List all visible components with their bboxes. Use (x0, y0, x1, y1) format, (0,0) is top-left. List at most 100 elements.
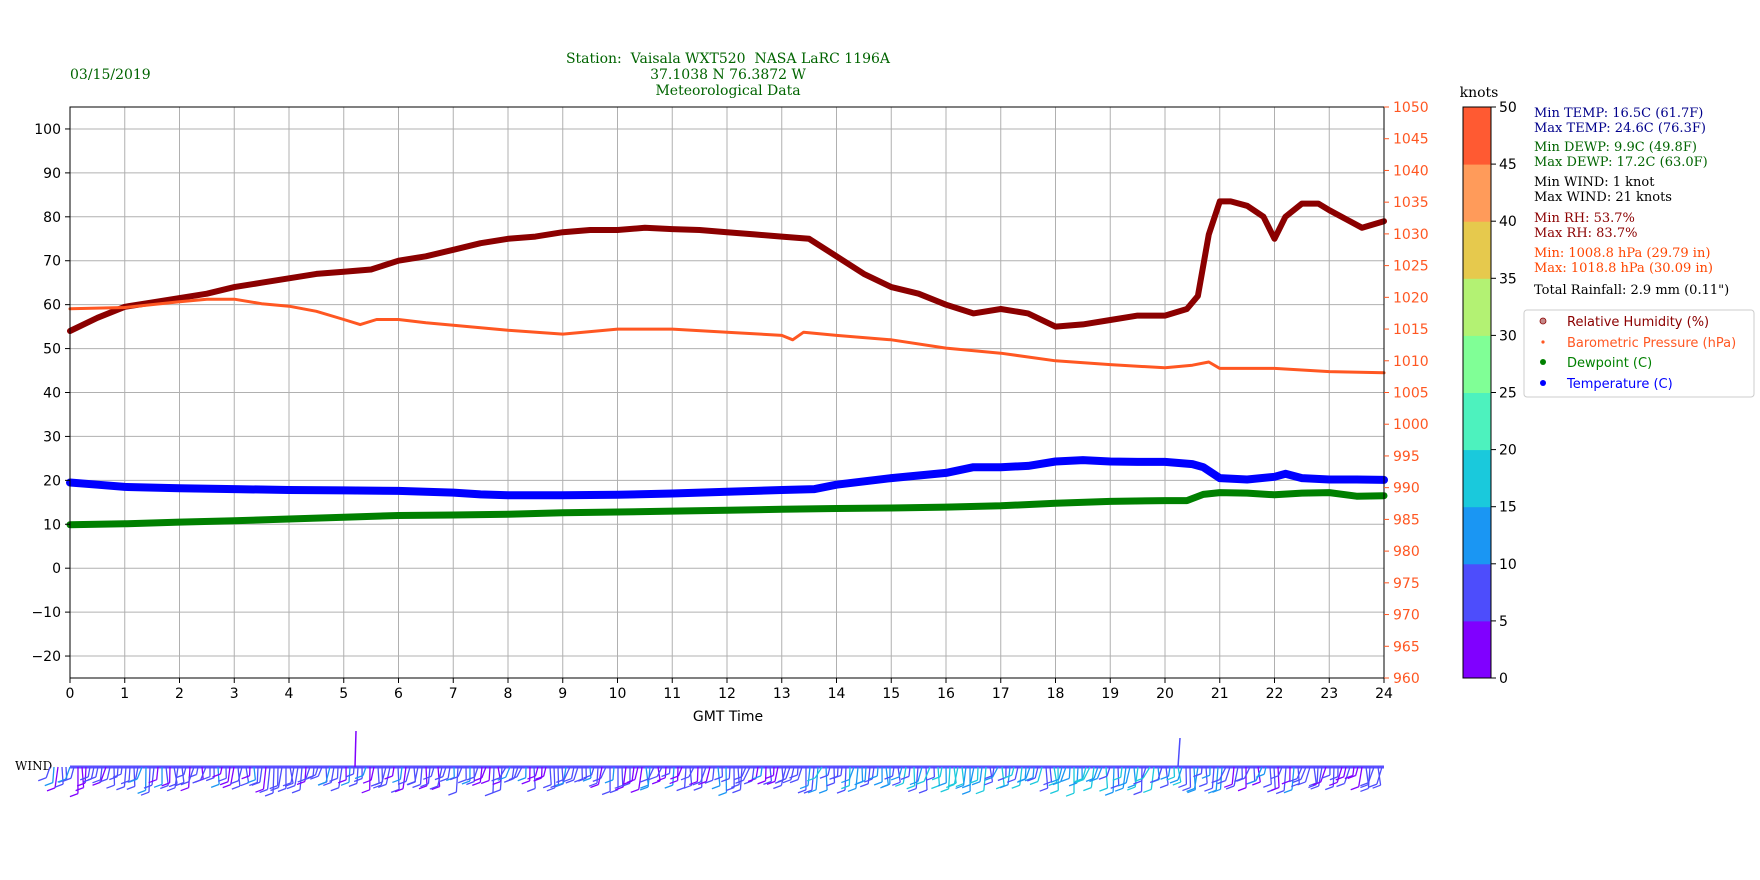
x-tick-label: 8 (504, 686, 513, 702)
wind-barb (543, 766, 547, 777)
wind-barb-flag (412, 783, 421, 789)
wind-barb (1296, 766, 1303, 779)
wind-barb (1219, 766, 1223, 790)
wind-barb-flag (609, 788, 619, 794)
wind-barb (1034, 766, 1039, 779)
wind-barb-flag (1368, 783, 1378, 788)
colorbar-tick-label: 50 (1499, 100, 1517, 116)
wind-barb-flag (148, 779, 157, 784)
wind-barb (923, 766, 931, 782)
wind-barb (1060, 766, 1067, 782)
stat-line: Min: 1008.8 hPa (29.79 in) (1534, 246, 1710, 261)
wind-barb-flag (210, 783, 220, 788)
wind-barb-flag (907, 787, 917, 793)
wind-barb (969, 766, 975, 785)
wind-barb-flag (1083, 786, 1092, 792)
wind-barb-flag (1270, 775, 1279, 780)
wind-barb-flag (1052, 781, 1061, 786)
wind-barb-flag (1360, 787, 1369, 793)
wind-barb-flag (916, 780, 925, 785)
wind-barb-flag (175, 774, 185, 779)
wind-barb-flag (752, 775, 762, 780)
wind-barb-flag (578, 777, 587, 782)
right-tick-label: 970 (1393, 608, 1420, 624)
wind-barb (979, 766, 983, 782)
wind-barb (1096, 766, 1103, 779)
wind-barb (377, 766, 380, 784)
wind-barb (1352, 766, 1355, 776)
wind-barb-flag (112, 773, 122, 778)
wind-barb-flag (330, 787, 340, 792)
wind-barb-flag (373, 784, 382, 789)
wind-barb (1219, 766, 1227, 780)
wind-barb-flag (1193, 773, 1202, 778)
wind-barb (414, 766, 419, 782)
wind-barb (1233, 766, 1239, 787)
wind-barb (1122, 766, 1127, 789)
colorbar-tick-label: 45 (1499, 157, 1517, 173)
wind-barb-flag (418, 785, 428, 790)
wind-barb (891, 766, 895, 777)
wind-barb-flag (473, 777, 483, 782)
wind-barb (562, 766, 567, 784)
wind-barb-flag (555, 782, 564, 787)
wind-barb-flag (466, 780, 475, 786)
wind-barb-flag (431, 785, 440, 791)
wind-barb (573, 766, 579, 781)
colorbar-segment (1463, 506, 1491, 565)
wind-barb (534, 766, 539, 777)
wind-barb (1283, 766, 1287, 791)
wind-barb-flag (841, 778, 850, 784)
wind-barb (533, 766, 536, 789)
wind-barb (638, 766, 643, 790)
wind-barb (1177, 766, 1183, 781)
wind-barb (622, 766, 627, 787)
wind-barb-flag (926, 776, 935, 781)
wind-barb (84, 766, 87, 784)
wind-barb-flag (449, 776, 459, 781)
wind-barb (992, 766, 995, 776)
wind-barb-flag (563, 777, 572, 783)
wind-barb-flag (1024, 777, 1034, 782)
wind-barb (688, 766, 695, 778)
wind-barb-flag (626, 778, 636, 784)
wind-barb (201, 766, 204, 780)
wind-barb (1117, 766, 1120, 786)
wind-barb (1316, 766, 1319, 783)
wind-barb (1177, 737, 1181, 768)
right-tick-label: 1025 (1393, 259, 1429, 275)
wind-barb-flag (307, 774, 316, 779)
wind-barb-flag (1166, 776, 1175, 781)
wind-barb-flag (1347, 774, 1356, 780)
wind-barb-flag (735, 779, 744, 784)
wind-barb-flag (900, 775, 910, 780)
wind-barb (755, 766, 759, 779)
wind-barb (1253, 766, 1256, 782)
series-relative-humidity (67, 198, 1387, 334)
wind-barb-flag (137, 789, 146, 794)
wind-barb (1355, 766, 1359, 776)
wind-barb (1058, 766, 1063, 780)
wind-barb (814, 766, 823, 779)
wind-barb (219, 766, 223, 775)
wind-barb-flag (46, 787, 56, 792)
colorbar-segment (1463, 164, 1491, 222)
wind-barb-flag (582, 777, 592, 782)
wind-barb (1032, 766, 1035, 778)
wind-barb-flag (890, 776, 900, 781)
wind-barb-flag (1212, 788, 1221, 793)
wind-barb-flag (969, 779, 978, 784)
wind-barb-flag (57, 778, 66, 783)
wind-barb-flag (390, 788, 400, 794)
wind-barb (1105, 766, 1109, 789)
wind-barb (647, 766, 655, 780)
wind-barb-flag (639, 786, 649, 791)
wind-barb-flag (448, 791, 457, 796)
colorbar-tick-label: 20 (1499, 443, 1517, 459)
wind-barb-flag (1117, 782, 1127, 787)
right-tick-label: 1020 (1393, 290, 1429, 306)
wind-barb-flag (546, 787, 556, 792)
wind-barb-flag (1110, 784, 1119, 789)
wind-barb-flag (984, 781, 993, 786)
wind-barb-flag (497, 776, 506, 781)
